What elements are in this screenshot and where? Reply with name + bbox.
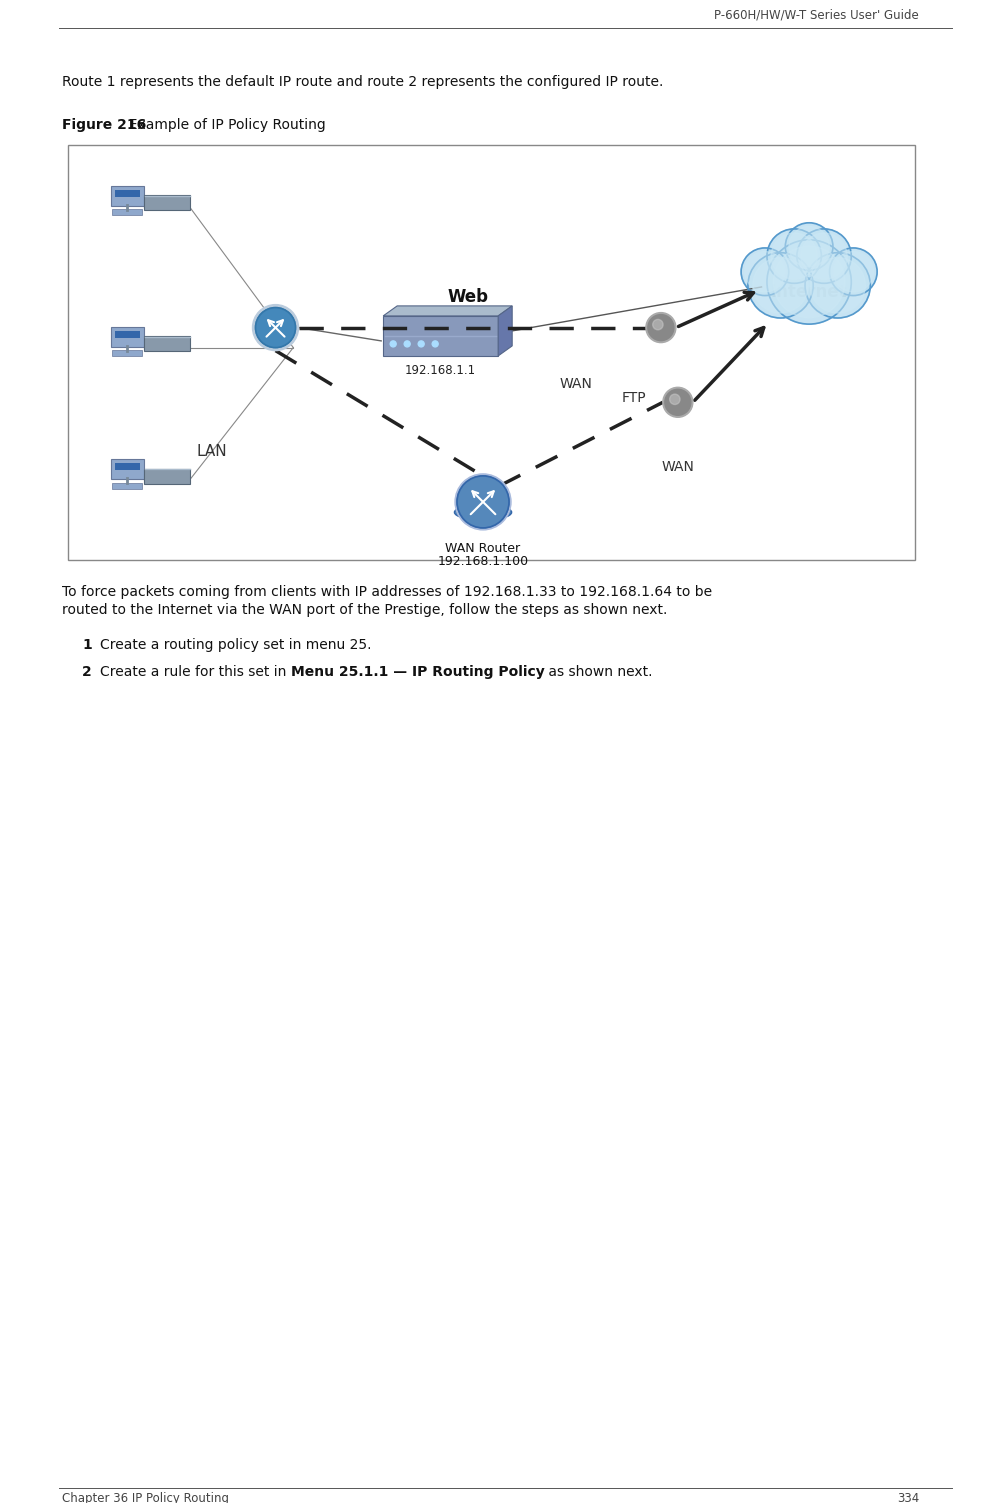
Circle shape: [418, 341, 424, 347]
Circle shape: [786, 222, 833, 271]
Text: Chapter 36 IP Policy Routing: Chapter 36 IP Policy Routing: [62, 1492, 229, 1503]
Text: Create a rule for this set in: Create a rule for this set in: [100, 664, 290, 679]
Text: as shown next.: as shown next.: [544, 664, 653, 679]
Circle shape: [741, 248, 789, 296]
Circle shape: [767, 240, 852, 325]
FancyBboxPatch shape: [144, 337, 190, 352]
Circle shape: [771, 233, 817, 280]
Circle shape: [797, 228, 852, 283]
Text: Example of IP Policy Routing: Example of IP Policy Routing: [120, 119, 326, 132]
Ellipse shape: [454, 505, 512, 520]
Bar: [115, 331, 139, 338]
Text: 2: 2: [82, 664, 92, 679]
Circle shape: [255, 308, 295, 347]
Text: WAN: WAN: [661, 460, 695, 475]
Text: 1: 1: [656, 322, 665, 334]
Text: LAN: LAN: [196, 443, 228, 458]
Circle shape: [789, 227, 829, 268]
Polygon shape: [384, 307, 512, 316]
Circle shape: [767, 240, 852, 325]
Text: FTP: FTP: [621, 391, 645, 406]
Circle shape: [797, 228, 852, 283]
FancyBboxPatch shape: [144, 195, 190, 210]
Circle shape: [800, 233, 848, 280]
Text: Web: Web: [447, 287, 489, 305]
Circle shape: [748, 253, 813, 319]
Text: Menu 25.1.1 — IP Routing Policy: Menu 25.1.1 — IP Routing Policy: [290, 664, 544, 679]
Circle shape: [830, 248, 877, 296]
FancyBboxPatch shape: [113, 350, 142, 356]
FancyBboxPatch shape: [113, 482, 142, 488]
Circle shape: [773, 246, 845, 317]
Text: P-660H/HW/W-T Series User' Guide: P-660H/HW/W-T Series User' Guide: [714, 9, 919, 23]
Text: To force packets coming from clients with IP addresses of 192.168.1.33 to 192.16: To force packets coming from clients wit…: [62, 585, 712, 600]
FancyBboxPatch shape: [113, 209, 142, 215]
Circle shape: [455, 473, 511, 531]
Circle shape: [652, 320, 663, 329]
Bar: [68, 144, 915, 561]
Circle shape: [252, 305, 298, 350]
Circle shape: [663, 388, 693, 418]
Circle shape: [670, 394, 680, 404]
Circle shape: [805, 253, 870, 319]
FancyBboxPatch shape: [111, 460, 143, 479]
Bar: [115, 189, 139, 197]
Text: 192.168.1.1: 192.168.1.1: [405, 364, 476, 377]
Circle shape: [665, 389, 691, 415]
Text: Internet: Internet: [771, 283, 848, 301]
Circle shape: [457, 476, 509, 528]
Text: 192.168.1.100: 192.168.1.100: [438, 555, 529, 568]
Circle shape: [752, 257, 808, 313]
Circle shape: [767, 228, 821, 283]
Text: WAN Router: WAN Router: [445, 543, 521, 555]
FancyBboxPatch shape: [144, 469, 190, 484]
Circle shape: [404, 341, 410, 347]
Circle shape: [833, 251, 873, 292]
Bar: [115, 463, 139, 470]
Circle shape: [748, 253, 813, 319]
Circle shape: [390, 341, 396, 347]
Text: Route 1 represents the default IP route and route 2 represents the configured IP: Route 1 represents the default IP route …: [62, 75, 663, 89]
Text: 334: 334: [897, 1492, 919, 1503]
Circle shape: [741, 248, 789, 296]
FancyBboxPatch shape: [111, 185, 143, 206]
Circle shape: [830, 248, 877, 296]
Polygon shape: [498, 307, 512, 356]
Text: routed to the Internet via the WAN port of the Prestige, follow the steps as sho: routed to the Internet via the WAN port …: [62, 603, 667, 618]
Text: Create a routing policy set in menu 25.: Create a routing policy set in menu 25.: [100, 637, 372, 652]
Circle shape: [810, 257, 865, 313]
Text: Figure 216: Figure 216: [62, 119, 146, 132]
Circle shape: [767, 228, 821, 283]
FancyBboxPatch shape: [111, 326, 143, 347]
Circle shape: [645, 313, 676, 343]
Circle shape: [433, 341, 439, 347]
Text: WAN: WAN: [560, 377, 593, 391]
Circle shape: [805, 253, 870, 319]
Text: 1: 1: [82, 637, 92, 652]
Text: 2: 2: [674, 395, 682, 409]
Circle shape: [786, 222, 833, 271]
Circle shape: [745, 251, 785, 292]
Circle shape: [647, 314, 674, 341]
Polygon shape: [384, 316, 498, 356]
